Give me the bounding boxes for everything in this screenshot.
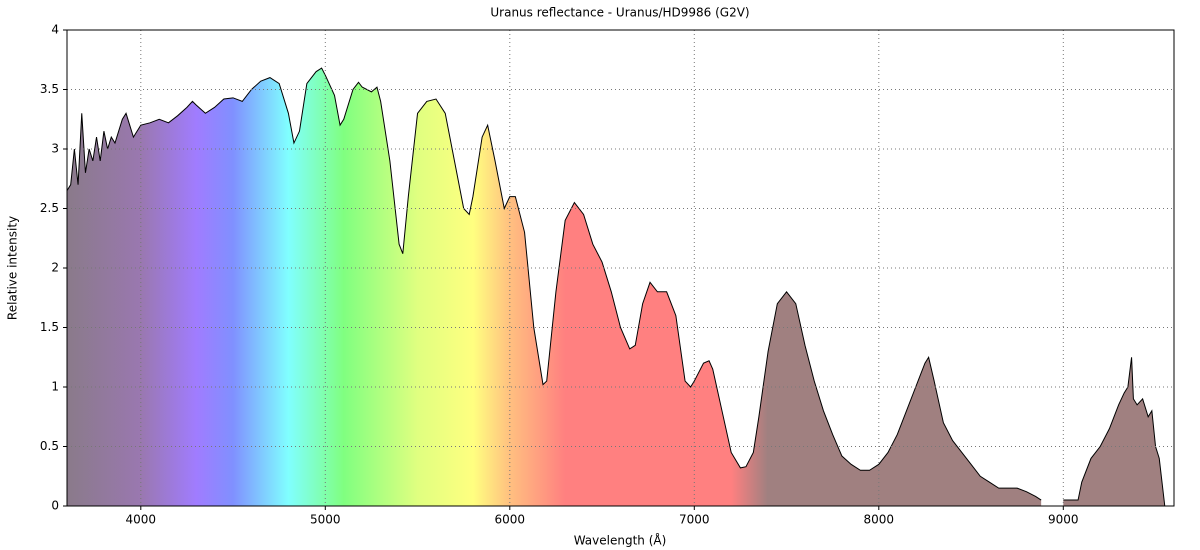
x-tick-label: 7000: [679, 513, 710, 527]
plot-area: 4000 5000 6000 7000 8000 9000 0 0.5 1 1.5 2 2.5 3 3.5…: [40, 23, 1175, 527]
y-tick-label: 4: [51, 23, 59, 37]
y-axis-label: Relative intensity: [6, 216, 20, 320]
y-tick-label: 3: [51, 142, 59, 156]
chart-title: Uranus reflectance - Uranus/HD9986 (G2V): [490, 6, 749, 20]
x-axis-label: Wavelength (Å): [574, 533, 667, 548]
plot-border: [66, 29, 1175, 507]
y-tick-label: 0: [51, 499, 59, 513]
x-tick-label: 9000: [1048, 513, 1079, 527]
x-tick-label: 8000: [864, 513, 895, 527]
y-tick-label: 1: [51, 380, 59, 394]
y-tick-label: 3.5: [40, 82, 59, 96]
x-tick-label: 6000: [495, 513, 526, 527]
y-tick-label: 2.5: [40, 201, 59, 215]
spectrum-line: [66, 67, 1042, 501]
area-fill: [1063, 357, 1165, 506]
y-tick-label: 2: [51, 261, 59, 275]
y-tick-label: 0.5: [40, 439, 59, 453]
x-tick-label: 5000: [310, 513, 341, 527]
area-fill: [67, 68, 1042, 506]
y-tick-label: 1.5: [40, 320, 59, 334]
x-tick-label: 4000: [126, 513, 157, 527]
